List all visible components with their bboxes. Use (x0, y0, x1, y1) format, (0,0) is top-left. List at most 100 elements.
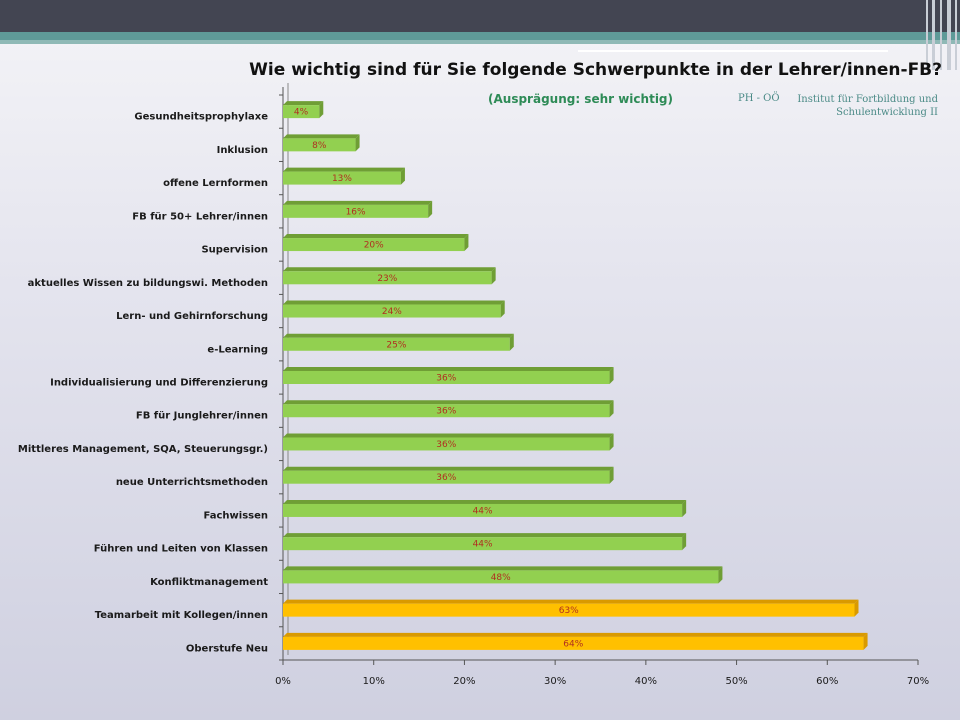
category-label: offene Lernformen (163, 178, 268, 189)
bar-side-face (464, 234, 469, 252)
chart-title: Wie wichtig sind für Sie folgende Schwer… (249, 60, 942, 80)
top-bar (0, 0, 960, 32)
bar-top-face (283, 134, 360, 139)
accent-bar-light (0, 40, 960, 44)
bar-top-face (283, 300, 505, 305)
bar (283, 105, 320, 119)
org-short-name: PH - OÖ (738, 93, 780, 104)
decorative-rule (578, 50, 888, 52)
category-label: FB für Junglehrer/innen (136, 411, 268, 422)
data-label: 25% (386, 340, 406, 350)
bar-top-face (283, 533, 687, 538)
bar-side-face (609, 400, 614, 418)
data-label: 8% (312, 141, 327, 151)
bar-side-face (854, 599, 859, 617)
bar-side-face (319, 101, 324, 119)
category-label: Fachwissen (203, 510, 268, 521)
bar-side-face (718, 566, 723, 584)
bar (283, 337, 510, 351)
bar-top-face (283, 267, 496, 272)
bar (283, 171, 401, 185)
bar (283, 470, 610, 484)
bar-side-face (355, 134, 360, 152)
bar-top-face (283, 433, 614, 438)
bar-side-face (509, 333, 514, 351)
category-label: Mittleres Management, SQA, Steuerungsgr.… (18, 444, 268, 455)
bar-side-face (500, 300, 505, 318)
bar (283, 437, 610, 451)
data-label: 48% (491, 573, 511, 583)
x-tick-label: 20% (453, 676, 475, 687)
data-label: 36% (436, 440, 456, 450)
bar-top-face (283, 200, 433, 205)
bar-side-face (400, 167, 405, 185)
category-label: Teamarbeit mit Kollegen/innen (95, 610, 268, 621)
bar-top-face (283, 632, 868, 637)
data-label: 23% (377, 274, 397, 284)
bar-top-face (283, 400, 614, 405)
category-label: Konfliktmanagement (150, 577, 268, 588)
bar-top-face (283, 466, 614, 471)
data-label: 20% (364, 241, 384, 251)
bar (283, 271, 492, 285)
decorative-lines (920, 0, 960, 70)
data-label: 4% (294, 108, 309, 118)
data-label: 36% (436, 407, 456, 417)
chart-subtitle: (Ausprägung: sehr wichtig) (488, 92, 674, 106)
bar (283, 238, 465, 252)
x-tick-label: 50% (725, 676, 747, 687)
category-label: Gesundheitsprophylaxe (134, 112, 268, 123)
data-label: 36% (436, 374, 456, 384)
category-label: Lern- und Gehirnforschung (116, 311, 268, 322)
bar-side-face (609, 433, 614, 451)
category-label: neue Unterrichtsmethoden (116, 477, 268, 488)
data-label: 36% (436, 473, 456, 483)
bar-top-face (283, 234, 469, 239)
data-label: 13% (332, 174, 352, 184)
bar-side-face (682, 499, 687, 517)
bar-top-face (283, 167, 405, 172)
category-label: Individualisierung und Differenzierung (50, 378, 268, 389)
institute-name: Institut für Fortbildung und Schulentwic… (790, 93, 938, 119)
bar-side-face (863, 632, 868, 650)
bar-side-face (609, 466, 614, 484)
bar-top-face (283, 101, 324, 106)
bar (283, 537, 683, 551)
bar-side-face (428, 200, 433, 218)
category-label: Inklusion (217, 145, 268, 156)
bar-side-face (682, 533, 687, 551)
category-label: FB für 50+ Lehrer/innen (132, 211, 268, 222)
bar (283, 570, 719, 584)
institute-line-2: Schulentwicklung II (836, 107, 938, 118)
data-label: 63% (559, 606, 579, 616)
x-tick-label: 0% (275, 676, 291, 687)
bar (283, 204, 429, 218)
data-label: 44% (473, 540, 493, 550)
category-label: e-Learning (207, 344, 268, 355)
bar-top-face (283, 566, 723, 571)
data-label: 16% (346, 207, 366, 217)
accent-bar (0, 32, 960, 40)
bar (283, 603, 855, 617)
x-tick-label: 60% (816, 676, 838, 687)
x-tick-label: 30% (544, 676, 566, 687)
bar-top-face (283, 499, 687, 504)
bar (283, 371, 610, 384)
bar-top-face (283, 333, 514, 338)
bar-top-face (283, 599, 859, 604)
data-label: 24% (382, 307, 402, 317)
bar (283, 503, 683, 517)
bar (283, 138, 356, 152)
bar-side-face (491, 267, 496, 285)
bar-top-face (283, 367, 614, 371)
category-label: Supervision (201, 245, 268, 256)
bar-side-face (609, 367, 614, 384)
category-label: Führen und Leiten von Klassen (94, 544, 268, 555)
category-label: aktuelles Wissen zu bildungswi. Methoden (28, 278, 268, 289)
x-tick-label: 70% (907, 676, 929, 687)
bar (283, 636, 864, 650)
data-label: 44% (473, 506, 493, 516)
x-tick-label: 10% (363, 676, 385, 687)
institute-line-1: Institut für Fortbildung und (797, 94, 938, 105)
